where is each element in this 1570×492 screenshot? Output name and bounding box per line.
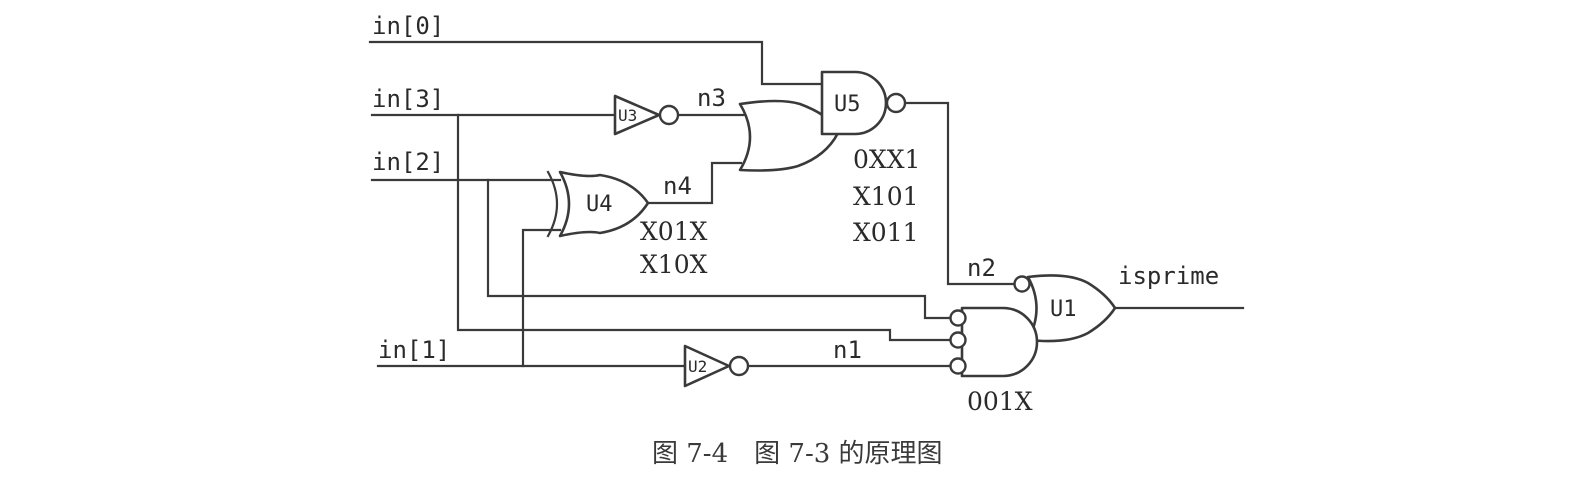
- gate-u5: U5: [820, 70, 907, 136]
- gate-u1: U1: [1013, 274, 1117, 343]
- wires: [368, 40, 1245, 368]
- wire-in1-branch: [521, 228, 562, 368]
- u5-term-1: 0XX1: [853, 145, 920, 174]
- net-label-n2: n2: [967, 254, 996, 282]
- gate-u5-label: U5: [834, 92, 861, 117]
- gate-u5-or: [738, 99, 840, 172]
- gate-u4: U4: [546, 170, 650, 238]
- input-label-in2: in[2]: [372, 148, 444, 176]
- wire-in3-branch: [456, 113, 952, 342]
- gate-u3-label: U3: [618, 106, 637, 125]
- input-label-in0: in[0]: [372, 12, 444, 40]
- input-label-in3: in[3]: [372, 85, 444, 113]
- output-label-isprime: isprime: [1118, 262, 1219, 290]
- gate-u4-label: U4: [586, 192, 613, 217]
- gate-u2: U2: [683, 344, 750, 388]
- net-label-n1: n1: [833, 336, 862, 364]
- wire-in0: [368, 40, 824, 86]
- input-label-in1: in[1]: [378, 336, 450, 364]
- wire-n2: [903, 101, 1017, 286]
- wire-n4: [646, 161, 743, 205]
- gate-u1-label: U1: [1050, 297, 1077, 322]
- gate-u1-and: [949, 306, 1039, 378]
- wire-in2-branch: [486, 178, 952, 320]
- u4-term-1: X01X: [640, 217, 708, 246]
- gate-u2-label: U2: [688, 357, 707, 376]
- u1-term-1: 001X: [967, 387, 1033, 416]
- net-label-n4: n4: [663, 172, 692, 200]
- figure-caption: 图 7-4 图 7-3 的原理图: [652, 439, 943, 469]
- gate-u3: U3: [613, 94, 680, 136]
- u5-term-2: X101: [853, 182, 919, 211]
- net-label-n3: n3: [697, 84, 726, 112]
- u4-term-2: X10X: [640, 250, 708, 279]
- u5-term-3: X011: [853, 218, 919, 247]
